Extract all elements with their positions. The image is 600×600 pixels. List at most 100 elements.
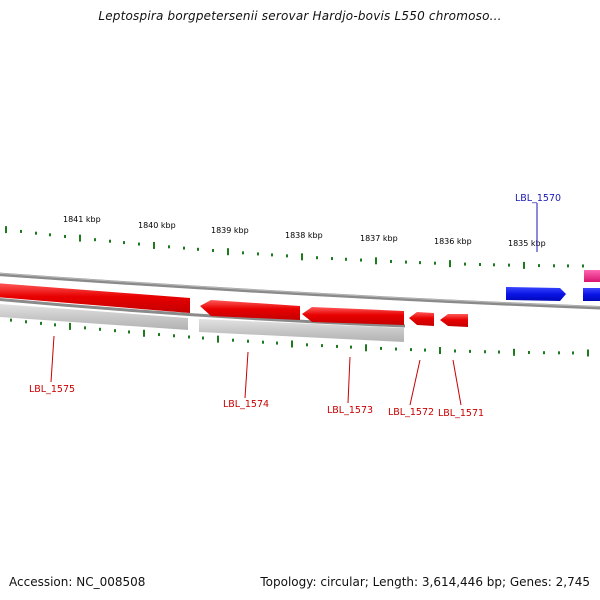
ruler-minor-tick	[419, 261, 421, 265]
ruler-major-tick	[5, 226, 7, 234]
gene-label-leaders	[50, 203, 538, 406]
chromosome-backbone	[0, 272, 600, 310]
ruler-minor-tick	[158, 333, 160, 337]
ruler-labels: 1841 kbp 1840 kbp 1839 kbp 1838 kbp 1837…	[63, 215, 546, 248]
feature-pink-partial[interactable]	[584, 270, 600, 282]
genome-stats: Topology: circular; Length: 3,614,446 bp…	[260, 575, 590, 589]
ruler-minor-tick	[114, 329, 116, 333]
accession-info: Accession: NC_008508	[9, 575, 146, 589]
ruler-major-tick	[449, 260, 451, 268]
gene-labels: LBL_1570 LBL_1575 LBL_1574 LBL_1573 LBL_…	[29, 193, 561, 419]
ruler-minor-tick	[232, 338, 234, 342]
gene-LBL_1570[interactable]	[506, 287, 566, 301]
ruler-minor-tick	[54, 323, 56, 327]
ruler-minor-tick	[168, 245, 170, 249]
gene-LBL_1573[interactable]	[302, 307, 404, 325]
ruler-minor-tick	[528, 351, 530, 355]
ruler-minor-tick	[123, 241, 125, 245]
ruler-minor-tick	[360, 258, 362, 262]
gene-label-LBL_1575[interactable]: LBL_1575	[29, 384, 75, 395]
ruler-minor-tick	[173, 334, 175, 338]
ruler-major-tick	[513, 348, 515, 356]
ruler-major-tick	[375, 257, 377, 265]
map-title: Leptospira borgpetersenii serovar Hardjo…	[98, 9, 502, 23]
ruler-major-tick	[143, 329, 145, 337]
ruler-major-tick	[291, 340, 293, 348]
ruler-minor-tick	[538, 264, 540, 268]
ruler-label-1839: 1839 kbp	[211, 226, 249, 235]
ruler-minor-tick	[242, 251, 244, 255]
ruler-minor-tick	[390, 259, 392, 263]
gene-LBL_1574[interactable]	[200, 300, 300, 320]
ruler-minor-tick	[464, 262, 466, 266]
ruler-minor-tick	[49, 233, 51, 237]
gene-label-LBL_1570[interactable]: LBL_1570	[515, 193, 561, 204]
ruler-minor-tick	[84, 326, 86, 330]
ruler-minor-tick	[493, 263, 495, 267]
gene-LBL_1575[interactable]	[0, 283, 190, 313]
reverse-strand-shading	[0, 304, 404, 342]
ruler-major-tick	[365, 344, 367, 352]
gene-forward-partial[interactable]	[583, 288, 600, 301]
ruler-minor-tick	[64, 234, 66, 238]
ruler-ticks	[5, 226, 589, 357]
ruler-minor-tick	[262, 340, 264, 344]
ruler-major-tick	[217, 335, 219, 343]
ruler-minor-tick	[99, 327, 101, 331]
ruler-minor-tick	[316, 256, 318, 260]
ruler-minor-tick	[306, 343, 308, 347]
gene-label-LBL_1571[interactable]: LBL_1571	[438, 408, 484, 419]
ruler-minor-tick	[479, 262, 481, 266]
gene-LBL_1571[interactable]	[440, 314, 468, 327]
ruler-minor-tick	[35, 231, 37, 235]
ruler-label-1836: 1836 kbp	[434, 237, 472, 246]
ruler-minor-tick	[212, 249, 214, 253]
ruler-minor-tick	[395, 347, 397, 351]
ruler-major-tick	[79, 234, 81, 242]
gene-label-LBL_1573[interactable]: LBL_1573	[327, 405, 373, 416]
ruler-major-tick	[69, 322, 71, 330]
ruler-minor-tick	[508, 263, 510, 267]
ruler-minor-tick	[345, 257, 347, 261]
ruler-minor-tick	[138, 242, 140, 246]
ruler-minor-tick	[188, 335, 190, 339]
ruler-minor-tick	[484, 350, 486, 354]
ruler-minor-tick	[350, 345, 352, 349]
ruler-minor-tick	[25, 320, 27, 324]
ruler-minor-tick	[20, 229, 22, 233]
ruler-minor-tick	[276, 341, 278, 345]
ruler-minor-tick	[197, 247, 199, 251]
ruler-minor-tick	[553, 264, 555, 268]
ruler-minor-tick	[321, 344, 323, 348]
ruler-minor-tick	[405, 260, 407, 264]
ruler-label-1837: 1837 kbp	[360, 234, 398, 243]
ruler-minor-tick	[572, 351, 574, 355]
ruler-major-tick	[301, 253, 303, 261]
ruler-minor-tick	[331, 257, 333, 261]
ruler-minor-tick	[183, 246, 185, 250]
gene-label-LBL_1572[interactable]: LBL_1572	[388, 407, 434, 418]
ruler-label-1841: 1841 kbp	[63, 215, 101, 224]
ruler-minor-tick	[202, 336, 204, 340]
ruler-minor-tick	[469, 349, 471, 353]
ruler-minor-tick	[454, 349, 456, 353]
ruler-major-tick	[153, 241, 155, 249]
ruler-minor-tick	[286, 254, 288, 258]
ruler-minor-tick	[128, 330, 130, 334]
ruler-minor-tick	[94, 238, 96, 242]
ruler-minor-tick	[543, 351, 545, 355]
gene-LBL_1572[interactable]	[409, 312, 434, 326]
ruler-minor-tick	[271, 253, 273, 257]
ruler-label-1835: 1835 kbp	[508, 239, 546, 248]
ruler-major-tick	[227, 248, 229, 256]
ruler-minor-tick	[424, 348, 426, 352]
ruler-minor-tick	[582, 264, 584, 268]
ruler-major-tick	[439, 347, 441, 355]
ruler-minor-tick	[10, 318, 12, 322]
ruler-minor-tick	[247, 339, 249, 343]
gene-label-LBL_1574[interactable]: LBL_1574	[223, 399, 269, 410]
reverse-strand-backbone	[0, 297, 406, 328]
ruler-major-tick	[523, 261, 525, 269]
ruler-label-1838: 1838 kbp	[285, 231, 323, 240]
